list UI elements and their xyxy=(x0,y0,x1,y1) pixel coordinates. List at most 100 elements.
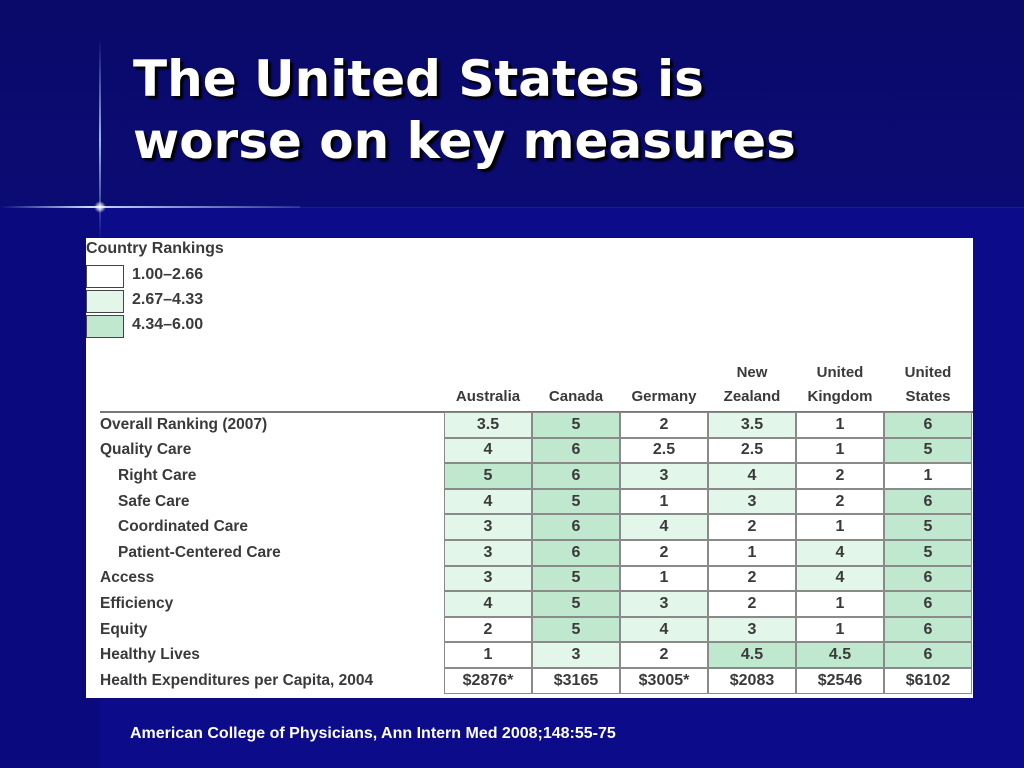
rank-cell: $3005* xyxy=(619,666,709,695)
column-header: New Zealand xyxy=(708,356,796,413)
rank-cell: 2 xyxy=(619,641,709,669)
column-header-line: United xyxy=(904,364,952,381)
row-label: Safe Care xyxy=(118,492,190,510)
legend-label-high: 4.34–6.00 xyxy=(132,316,204,333)
rank-cell: 3 xyxy=(619,590,709,618)
rank-cell: 5 xyxy=(883,436,973,465)
decorative-horizontal-line xyxy=(0,206,300,208)
table-row: Access 3 5 1 2 4 6 xyxy=(100,564,973,593)
rank-cell: $2876* xyxy=(443,666,533,695)
rank-cell: 1 xyxy=(795,615,885,644)
decorative-vertical-line xyxy=(99,40,101,240)
rank-cell: 3 xyxy=(707,487,797,516)
legend-swatch-high xyxy=(86,315,124,338)
rank-cell: 1 xyxy=(883,462,973,490)
row-header-spacer xyxy=(100,356,444,413)
rank-cell: 6 xyxy=(531,436,621,465)
row-label: Equity xyxy=(100,620,148,638)
rank-cell: 5 xyxy=(531,564,621,593)
rank-cell: 6 xyxy=(883,590,973,618)
column-header-line: United xyxy=(816,364,864,381)
rank-cell: 6 xyxy=(883,564,973,593)
rank-cell: 6 xyxy=(531,538,621,567)
rank-cell: 2 xyxy=(707,513,797,541)
rank-cell: 3 xyxy=(619,462,709,490)
rankings-figure: Country Rankings 1.00–2.66 2.67–4.33 4.3… xyxy=(86,238,973,698)
rank-cell: 6 xyxy=(531,513,621,541)
rank-cell: 4 xyxy=(443,436,533,465)
legend-label-low: 1.00–2.66 xyxy=(132,266,204,283)
title-line-1: The United States is xyxy=(133,50,704,108)
rank-cell: 1 xyxy=(795,411,885,439)
row-label: Efficiency xyxy=(100,594,174,612)
rank-cell: 3 xyxy=(443,538,533,567)
rank-cell: 4 xyxy=(443,590,533,618)
rank-cell: 2 xyxy=(707,590,797,618)
rank-cell: 1 xyxy=(795,590,885,618)
legend-item-high: 4.34–6.00 xyxy=(86,314,326,338)
rank-cell: 5 xyxy=(883,538,973,567)
divider-line xyxy=(100,207,1024,208)
title-band xyxy=(0,0,1024,208)
table-row: Safe Care 4 5 1 3 2 6 xyxy=(100,487,973,516)
rank-cell: 2 xyxy=(619,538,709,567)
rank-cell: 4 xyxy=(619,513,709,541)
rank-cell: 2 xyxy=(707,564,797,593)
table-header-row: Australia Canada Germany New Zealand United Ki… xyxy=(100,356,972,413)
rank-cell: 3.5 xyxy=(443,411,533,439)
rank-cell: 5 xyxy=(883,513,973,541)
rankings-table: Australia Canada Germany New Zealand United Ki… xyxy=(100,356,973,695)
rank-cell: 5 xyxy=(443,462,533,490)
legend-swatch-mid xyxy=(86,290,124,313)
legend-title: Country Rankings xyxy=(86,240,224,257)
title-line-2: worse on key measures xyxy=(133,112,796,170)
column-header-line: Germany xyxy=(631,388,697,405)
rank-cell: 2.5 xyxy=(619,436,709,465)
left-band xyxy=(0,208,100,768)
column-header-line: New xyxy=(736,364,768,381)
rank-cell: 2 xyxy=(619,411,709,439)
rank-cell: 4 xyxy=(795,538,885,567)
table-row: Healthy Lives 1 3 2 4.5 4.5 6 xyxy=(100,641,973,669)
table-row: Patient-Centered Care 3 6 2 1 4 5 xyxy=(100,538,973,567)
table-row: Overall Ranking (2007) 3.5 5 2 3.5 1 6 xyxy=(100,411,973,439)
column-header-line: Australia xyxy=(455,388,521,405)
row-label: Coordinated Care xyxy=(118,518,249,536)
rank-cell: $3165 xyxy=(531,666,621,695)
rank-cell: 4.5 xyxy=(795,641,885,669)
row-label: Healthy Lives xyxy=(100,646,200,664)
table-body: Overall Ranking (2007) 3.5 5 2 3.5 1 6 Quality … xyxy=(100,411,973,695)
rank-cell: 1 xyxy=(619,487,709,516)
legend-item-low: 1.00–2.66 xyxy=(86,264,326,288)
rank-cell: $6102 xyxy=(883,666,973,695)
rank-cell: $2546 xyxy=(795,666,885,695)
rank-cell: 4 xyxy=(619,615,709,644)
column-header: Germany xyxy=(620,356,708,413)
legend-label-mid: 2.67–4.33 xyxy=(132,291,204,308)
rank-cell: 4 xyxy=(795,564,885,593)
table-row: Coordinated Care 3 6 4 2 1 5 xyxy=(100,513,973,541)
table-row: Efficiency 4 5 3 2 1 6 xyxy=(100,590,973,618)
table-row: Equity 2 5 4 3 1 6 xyxy=(100,615,973,644)
rank-cell: 1 xyxy=(443,641,533,669)
row-label: Access xyxy=(100,569,155,587)
slide-title: The United States is worse on key measur… xyxy=(133,48,993,172)
column-header: Canada xyxy=(532,356,620,413)
rank-cell: 4 xyxy=(443,487,533,516)
table-row: Quality Care 4 6 2.5 2.5 1 5 xyxy=(100,436,973,465)
rank-cell: $2083 xyxy=(707,666,797,695)
column-header: United States xyxy=(884,356,972,413)
row-label: Quality Care xyxy=(100,441,192,459)
rank-cell: 1 xyxy=(795,513,885,541)
rank-cell: 6 xyxy=(883,641,973,669)
rank-cell: 4.5 xyxy=(707,641,797,669)
column-header: United Kingdom xyxy=(796,356,884,413)
sparkle-icon xyxy=(94,201,106,213)
column-header-line: Canada xyxy=(548,388,604,405)
rank-cell: 5 xyxy=(531,487,621,516)
rank-cell: 3.5 xyxy=(707,411,797,439)
rank-cell: 3 xyxy=(443,564,533,593)
table-row: Health Expenditures per Capita, 2004 $287… xyxy=(100,666,973,695)
rank-cell: 3 xyxy=(443,513,533,541)
rank-cell: 5 xyxy=(531,615,621,644)
